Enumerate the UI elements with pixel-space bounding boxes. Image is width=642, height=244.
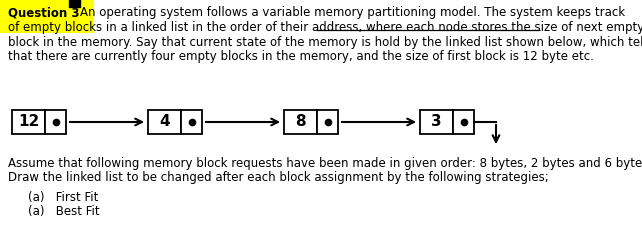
Text: An operating system follows a variable memory partitioning model. The system kee: An operating system follows a variable m… xyxy=(80,6,625,19)
Bar xyxy=(181,110,202,134)
Text: Draw the linked list to be changed after each block assignment by the following : Draw the linked list to be changed after… xyxy=(8,171,549,184)
Bar xyxy=(420,110,453,134)
Text: block in the memory. Say that current state of the memory is hold by the linked : block in the memory. Say that current st… xyxy=(8,36,642,49)
Bar xyxy=(284,110,317,134)
Bar xyxy=(453,110,474,134)
Text: that there are currently four empty blocks in the memory, and the size of first : that there are currently four empty bloc… xyxy=(8,51,594,63)
Text: 12: 12 xyxy=(18,114,39,130)
Text: 4: 4 xyxy=(159,114,170,130)
Text: 8: 8 xyxy=(295,114,306,130)
Text: 3: 3 xyxy=(431,114,442,130)
Bar xyxy=(317,110,338,134)
Bar xyxy=(148,110,181,134)
Text: Question 3: Question 3 xyxy=(8,6,80,19)
Bar xyxy=(45,110,66,134)
Text: (a)   Best Fit: (a) Best Fit xyxy=(28,205,100,218)
Bar xyxy=(69,0,80,7)
Text: Assume that following memory block requests have been made in given order: 8 byt: Assume that following memory block reque… xyxy=(8,156,642,170)
Text: (a)   First Fit: (a) First Fit xyxy=(28,191,98,203)
Bar xyxy=(12,110,45,134)
Text: of empty blocks in a linked list in the order of their address, where each node : of empty blocks in a linked list in the … xyxy=(8,21,642,34)
